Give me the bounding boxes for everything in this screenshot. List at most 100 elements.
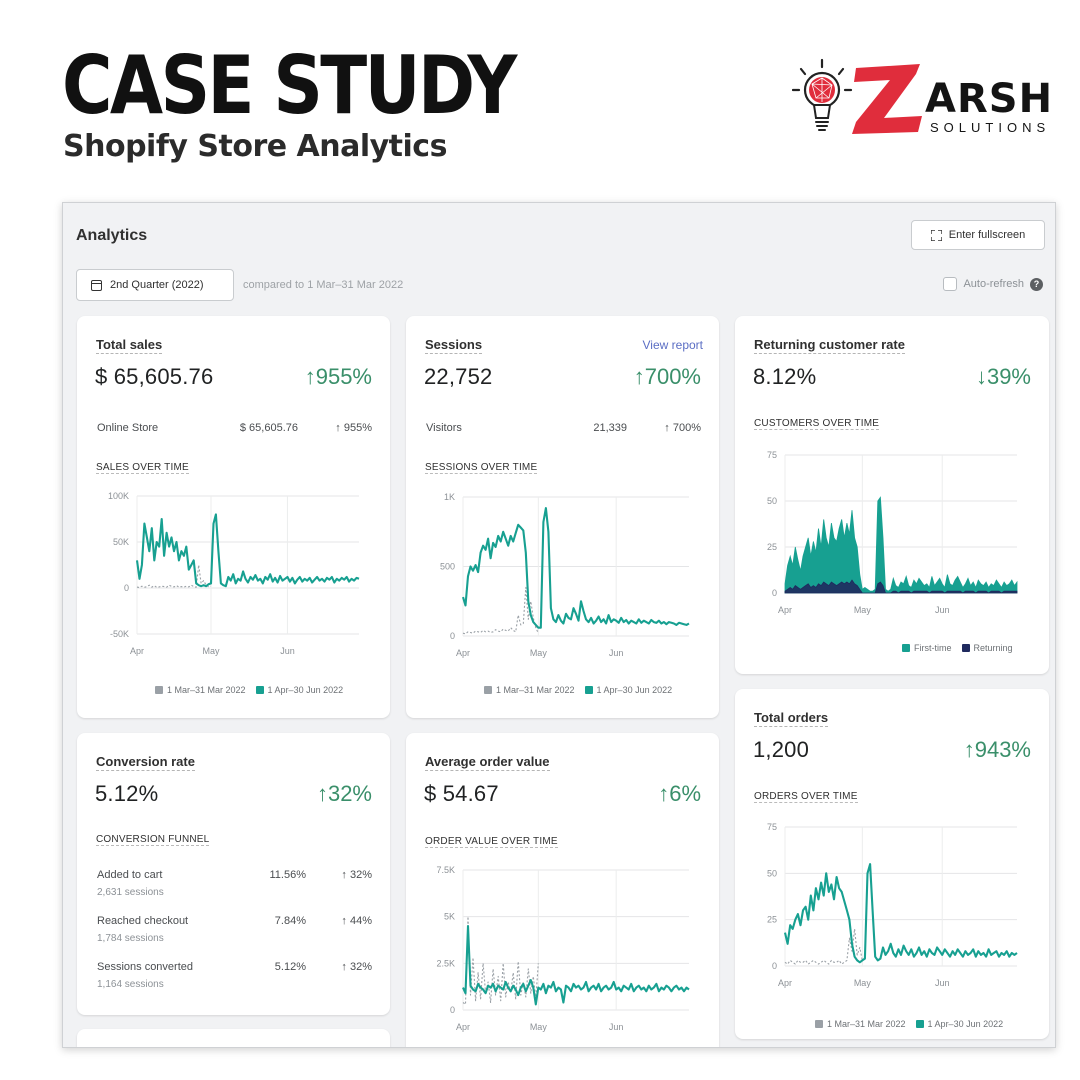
series-line-previous (462, 916, 539, 1005)
breakdown-row: Visitors 21,339 ↑ 700% (426, 422, 701, 436)
legend-swatch-previous (155, 686, 163, 694)
series-line-current (462, 924, 690, 1006)
funnel-step-change: ↑ 44% (341, 915, 372, 927)
metric-value: 22,752 (424, 364, 493, 389)
sessions-card: Sessions View report 22,752 ↑700% Visito… (406, 316, 719, 718)
legend-swatch-previous (484, 686, 492, 694)
y-tick-label: 50 (767, 868, 777, 878)
funnel-step-name: Sessions converted (97, 961, 193, 973)
legend-current: 1 Apr–30 Jun 2022 (927, 1019, 1004, 1029)
breakdown-label: Online Store (97, 422, 159, 434)
metric-value: 8.12% (753, 364, 817, 389)
legend-current: 1 Apr–30 Jun 2022 (267, 685, 344, 695)
chart-label: SALES OVER TIME (96, 462, 189, 474)
average-order-value-card: Average order value $ 54.67 ↑6% ORDER VA… (406, 733, 719, 1047)
x-tick-label: May (202, 646, 220, 656)
legend-swatch-returning (961, 644, 970, 652)
card-title: Conversion rate (96, 754, 195, 771)
calendar-icon (91, 279, 102, 291)
metric-value: $ 54.67 (424, 781, 499, 806)
auto-refresh-toggle[interactable]: Auto-refresh ? (943, 277, 1043, 291)
y-tick-label: 75 (767, 450, 777, 460)
x-tick-label: May (530, 648, 548, 658)
metric-change: ↑955% (304, 364, 372, 389)
metric-value: 1,200 (753, 737, 810, 762)
x-tick-label: Apr (778, 605, 792, 615)
breakdown-change: ↑ 955% (335, 422, 372, 434)
metric-change: ↑700% (633, 364, 701, 389)
metric-value: 5.12% (95, 781, 159, 806)
conversion-rate-card: Conversion rate 5.12% ↑32% CONVERSION FU… (77, 733, 390, 1015)
legend-swatch-previous (815, 1020, 823, 1028)
fullscreen-button[interactable]: Enter fullscreen (911, 220, 1045, 250)
page-title: Analytics (76, 227, 148, 244)
lightbulb-icon (792, 58, 853, 131)
chart-legend: First-time Returning (902, 643, 1013, 653)
chart-label: CUSTOMERS OVER TIME (754, 418, 880, 430)
legend-swatch-current (915, 1020, 924, 1028)
series-area-first (784, 496, 1018, 594)
auto-refresh-checkbox[interactable] (943, 277, 958, 291)
y-tick-label: 7.5K (436, 865, 455, 875)
x-tick-label: May (530, 1022, 548, 1032)
metric-change: ↑943% (963, 737, 1031, 762)
y-tick-label: -50K (110, 629, 129, 639)
series-line-current (135, 513, 360, 588)
brand-logo (792, 58, 922, 134)
y-tick-label: 500 (440, 562, 455, 572)
series-area-returning (784, 579, 1018, 594)
legend-swatch-current (584, 686, 593, 694)
card-title: Returning customer rate (754, 337, 905, 354)
funnel-step-change: ↑ 32% (341, 869, 372, 881)
chart-legend: 1 Mar–31 Mar 2022 1 Apr–30 Jun 2022 (484, 685, 672, 695)
returning-rate-card: Returning customer rate 8.12% ↓39% CUSTO… (735, 316, 1049, 674)
funnel-step-name: Added to cart (97, 869, 163, 881)
legend-current: 1 Apr–30 Jun 2022 (596, 685, 673, 695)
date-range-picker[interactable]: 2nd Quarter (2022) (76, 269, 234, 301)
y-tick-label: 0 (450, 1005, 455, 1015)
breakdown-value: $ 65,605.76 (239, 422, 298, 434)
total-sales-card: Total sales $ 65,605.76 ↑955% Online Sto… (77, 316, 390, 718)
logo-z-mark (852, 64, 922, 134)
x-tick-label: Jun (609, 648, 624, 658)
legend-swatch-first-time (902, 644, 910, 652)
series-line-previous (136, 564, 212, 589)
funnel-step-value: 7.84% (274, 915, 306, 927)
funnel-label: CONVERSION FUNNEL (96, 834, 210, 846)
comparison-text: compared to 1 Mar–31 Mar 2022 (243, 279, 404, 291)
metric-change: ↓39% (975, 364, 1031, 389)
series-line-previous (784, 928, 863, 965)
x-tick-label: Jun (935, 605, 950, 615)
y-tick-label: 2.5K (436, 958, 455, 968)
y-tick-label: 0 (450, 631, 455, 641)
chart-label: ORDERS OVER TIME (754, 791, 858, 803)
y-tick-label: 50 (767, 496, 777, 506)
funnel-step-name: Reached checkout (97, 915, 189, 927)
y-tick-label: 50K (113, 537, 129, 547)
x-tick-label: Apr (456, 648, 470, 658)
card-title: Average order value (425, 754, 550, 771)
help-icon[interactable]: ? (1030, 277, 1043, 291)
funnel-step-value: 5.12% (274, 961, 306, 973)
logo-tagline: SOLUTIONS (930, 120, 1051, 135)
date-range-label: 2nd Quarter (2022) (110, 279, 204, 291)
y-tick-label: 5K (444, 912, 455, 922)
chart-legend: 1 Mar–31 Mar 2022 1 Apr–30 Jun 2022 (815, 1019, 1003, 1029)
series-line-current (783, 863, 1018, 964)
chart-label: ORDER VALUE OVER TIME (425, 836, 558, 848)
metric-change: ↑32% (316, 781, 372, 806)
funnel-step-sessions: 2,631 sessions (97, 887, 164, 898)
legend-returning: Returning (973, 643, 1013, 653)
y-tick-label: 0 (772, 961, 777, 971)
legend-previous: 1 Mar–31 Mar 2022 (827, 1019, 906, 1029)
y-tick-label: 25 (767, 542, 777, 552)
legend-previous: 1 Mar–31 Mar 2022 (496, 685, 575, 695)
y-tick-label: 0 (772, 588, 777, 598)
view-report-link[interactable]: View report (642, 338, 703, 352)
chart-legend: 1 Mar–31 Mar 2022 1 Apr–30 Jun 2022 (155, 685, 343, 695)
y-tick-label: 25 (767, 915, 777, 925)
